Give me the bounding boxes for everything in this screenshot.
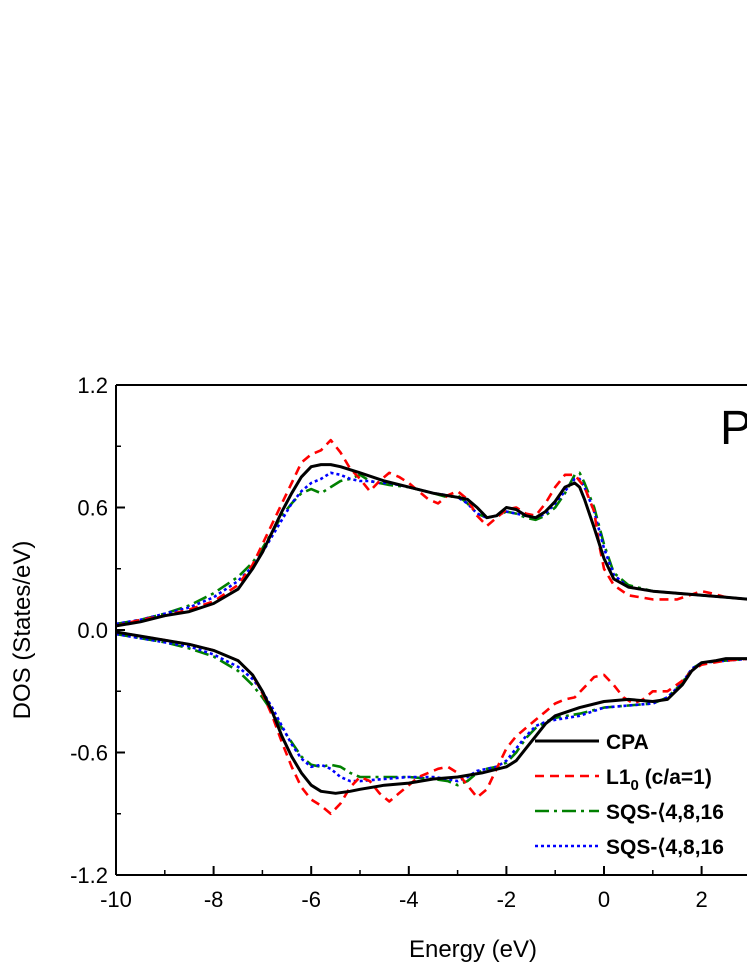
y-tick-label: 0.0 (77, 618, 108, 643)
x-tick-label: 0 (598, 887, 610, 912)
x-tick-label: 2 (695, 887, 707, 912)
series-line-3-down (116, 632, 747, 783)
series-layer (116, 438, 747, 816)
y-axis-title: DOS (States/eV) (9, 541, 36, 720)
y-tick-label: -1.2 (70, 863, 108, 888)
series-line-1-up (116, 438, 747, 628)
y-tick-label: 1.2 (77, 373, 108, 398)
x-tick-label: -8 (204, 887, 224, 912)
series-line-0-up (116, 463, 747, 628)
legend-label-0: CPA (606, 731, 649, 754)
x-tick-label: -2 (497, 887, 517, 912)
x-tick-label: -4 (399, 887, 419, 912)
series-line-0-down (116, 630, 747, 795)
panel-label: P (720, 402, 747, 455)
x-axis-title: Energy (eV) (409, 936, 537, 963)
y-tick-label: 0.6 (77, 496, 108, 521)
legend-label-3: SQS-⟨4,8,16 (606, 836, 724, 859)
legend-label-1: L10 (c/a=1) (606, 766, 712, 794)
x-tick-label: -10 (100, 887, 132, 912)
y-tick-label: -0.6 (70, 741, 108, 766)
axes-layer: -10 -8 -6 -4 -2 0 2 -1.2 -0.6 0.0 0.6 1.2 (70, 373, 747, 912)
legend: CPA L10 (c/a=1) SQS-⟨4,8,16 SQS-⟨4,8,16 (535, 731, 724, 859)
series-line-2-down (116, 632, 747, 787)
x-tick-label: -6 (301, 887, 321, 912)
legend-label-2: SQS-⟨4,8,16 (606, 801, 724, 824)
